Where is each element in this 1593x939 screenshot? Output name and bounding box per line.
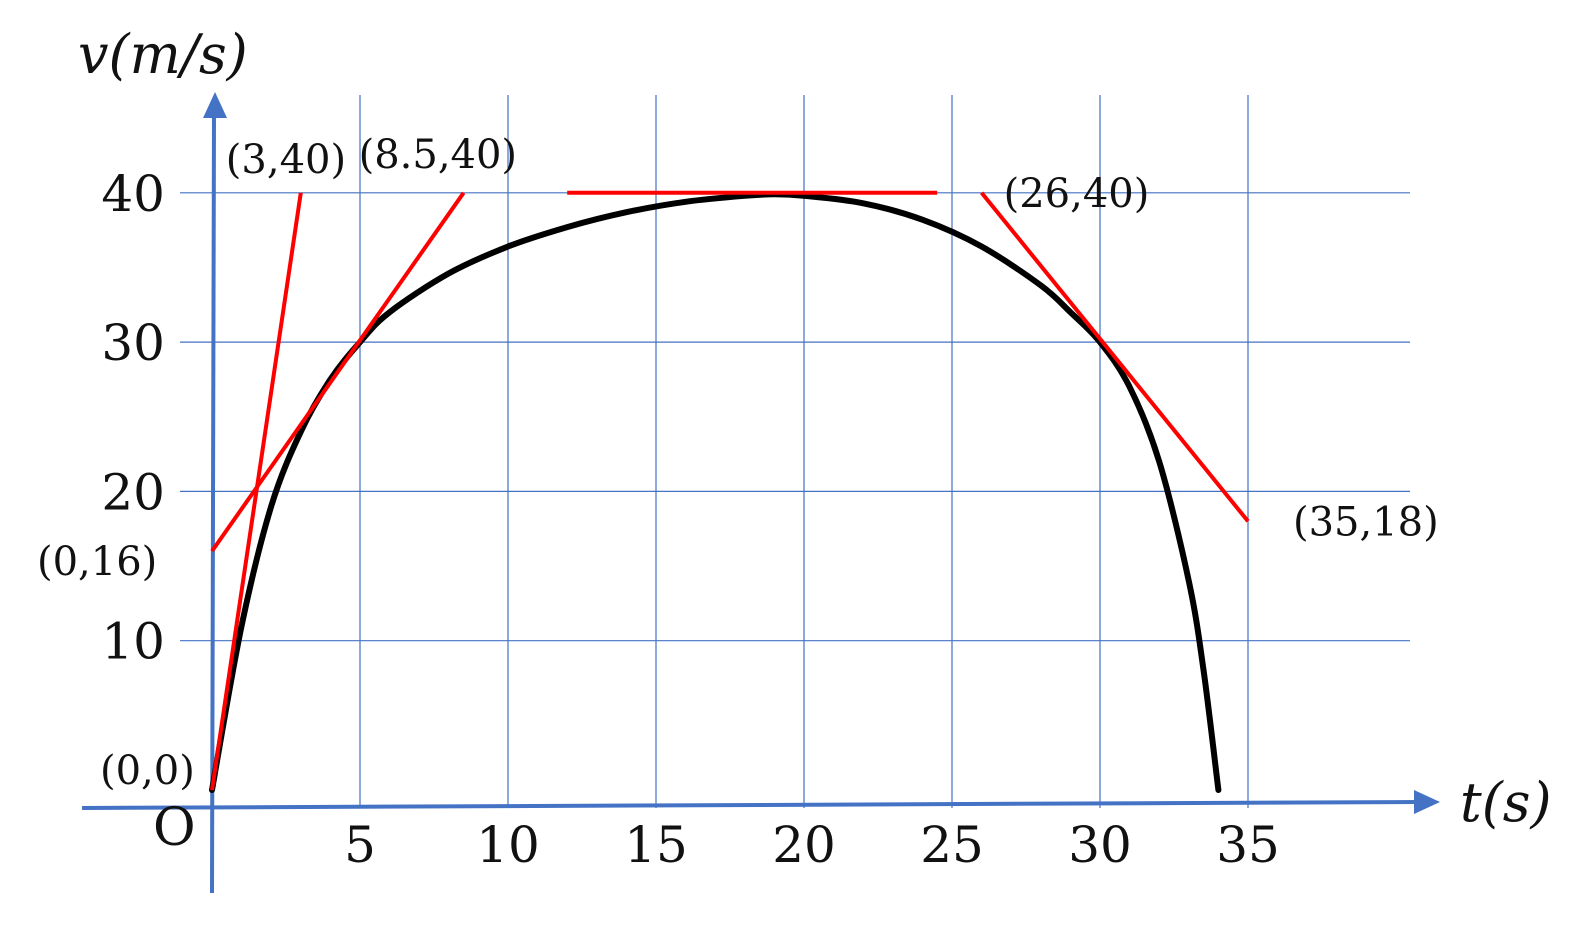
- tangent-line-1: [210, 191, 466, 553]
- origin-label: O: [153, 798, 196, 858]
- x-tick-label-6: 35: [1216, 816, 1280, 874]
- y-tick-label-3: 40: [101, 165, 165, 223]
- y-tick-label-1: 20: [101, 463, 165, 521]
- point-label-4: (35,18): [1293, 499, 1439, 545]
- velocity-curve: [209, 191, 1222, 793]
- y-tick-label-0: 10: [101, 613, 165, 671]
- tangent-line-3: [980, 191, 1250, 523]
- x-tick-label-3: 20: [772, 816, 836, 874]
- point-label-5: (0,0): [100, 748, 195, 794]
- axes: [81, 92, 1440, 894]
- point-label-1: (8.5,40): [359, 132, 517, 178]
- x-tick-label-4: 25: [920, 816, 984, 874]
- x-tick-label-0: 5: [344, 816, 376, 874]
- x-axis: [81, 800, 1419, 810]
- x-tick-label-5: 30: [1068, 816, 1132, 874]
- tangent-line-0: [210, 192, 303, 791]
- y-tick-label-2: 30: [101, 314, 165, 372]
- x-tick-label-1: 10: [476, 816, 540, 874]
- tick-labels: 5 10 15 20 25 30 35 10 20 30 40: [101, 165, 1279, 874]
- y-axis-title: v(m/s): [78, 23, 248, 86]
- point-annotations: (3,40) (8.5,40) (26,40) (0,16) (35,18) (0,0): [37, 132, 1439, 794]
- grid: [180, 95, 1410, 808]
- x-axis-title: t(s): [1460, 771, 1552, 834]
- y-axis-arrow: [203, 92, 227, 118]
- tangent-lines: [210, 190, 1250, 791]
- x-axis-arrow: [1414, 790, 1440, 814]
- point-label-0: (3,40): [226, 137, 346, 183]
- point-label-3: (0,16): [37, 539, 157, 585]
- x-tick-label-2: 15: [624, 816, 688, 874]
- y-axis: [210, 111, 216, 894]
- point-label-2: (26,40): [1004, 171, 1150, 217]
